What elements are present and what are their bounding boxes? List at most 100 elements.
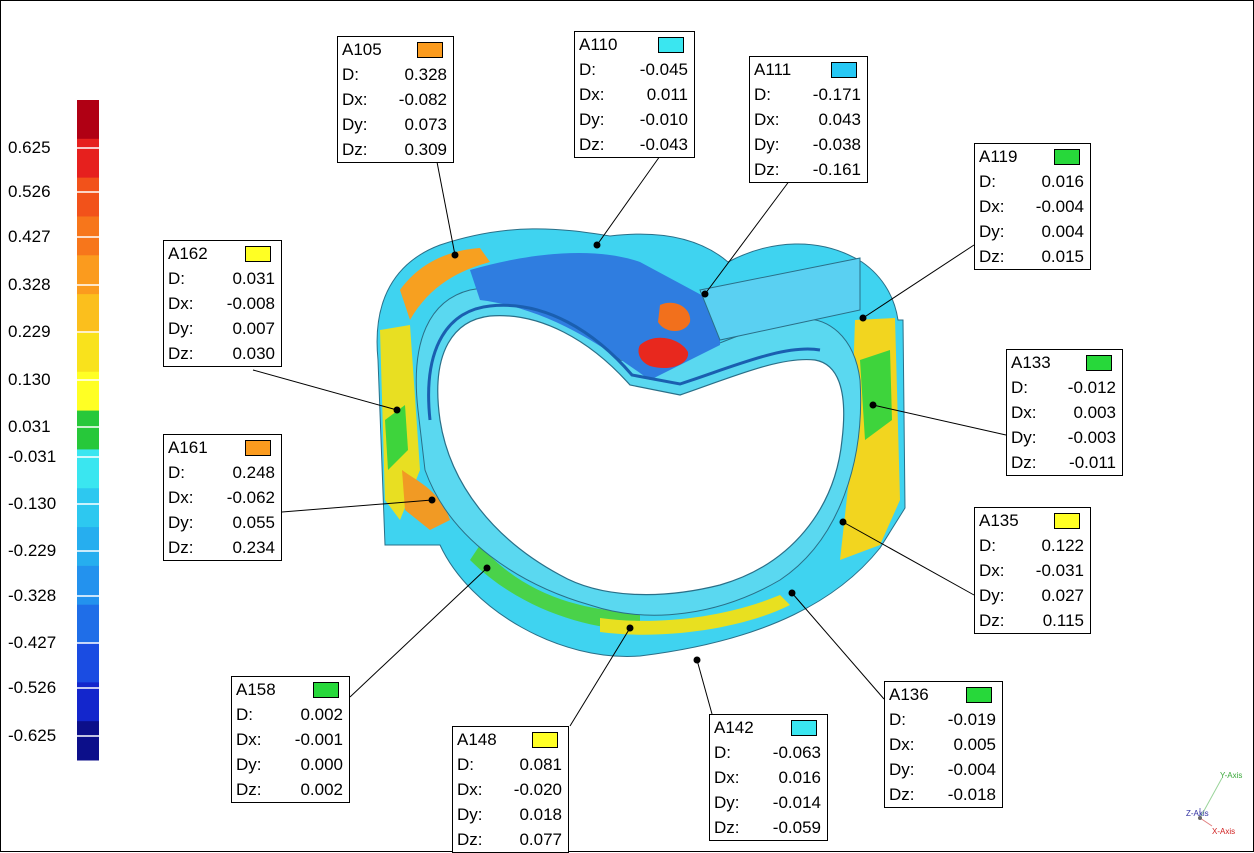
field-label: Dx: [457, 780, 483, 799]
field-label: Dy: [979, 222, 1005, 241]
inner-lip [427, 303, 821, 421]
scale-segment [77, 527, 99, 567]
field-label: Dx: [168, 294, 194, 313]
field-value: -0.059 [772, 818, 821, 837]
field-label: Dy: [714, 793, 740, 812]
annotation-a133[interactable]: A133 D: -0.012 Dx: 0.003 Dy: -0.003 Dz: -0.011 [1006, 349, 1123, 476]
anchor-point [483, 564, 491, 572]
field-value: 0.003 [1073, 403, 1116, 422]
field-label: Dz: [979, 247, 1005, 266]
y-axis-label: Y-Axis [1220, 771, 1242, 780]
field-label: D: [1011, 378, 1028, 397]
scale-segment [77, 565, 99, 606]
leader-line [872, 404, 1007, 436]
scale-label: -0.526 [8, 678, 57, 697]
field-value: 0.005 [953, 735, 996, 754]
bridge-hotspot-red [638, 337, 689, 369]
scale-segment [77, 449, 99, 489]
scale-segment [77, 488, 99, 528]
annotation-header: A110 [579, 33, 688, 57]
annotation-a105[interactable]: A105 D: 0.328 Dx: -0.082 Dy: 0.073 Dz: 0.309 [337, 36, 454, 163]
color-swatch [245, 246, 271, 262]
deviation-row-dz: Dz: 0.115 [979, 608, 1084, 633]
annotation-id: A158 [236, 680, 276, 699]
deviation-row-dx: Dx: 0.043 [754, 107, 861, 132]
annotation-a148[interactable]: A148 D: 0.081 Dx: -0.020 Dy: 0.018 Dz: 0.077 [452, 726, 569, 853]
anchor-point [788, 589, 796, 597]
field-value: 0.055 [232, 513, 275, 532]
field-label: Dz: [754, 160, 780, 179]
annotation-a162[interactable]: A162 D: 0.031 Dx: -0.008 Dy: 0.007 Dz: 0.030 [163, 240, 282, 367]
scale-segment [77, 100, 99, 140]
annotation-a158[interactable]: A158 D: 0.002 Dx: -0.001 Dy: 0.000 Dz: 0.002 [231, 676, 350, 803]
anchor-point [859, 314, 867, 322]
color-swatch [966, 687, 992, 703]
field-value: -0.063 [772, 743, 821, 762]
deviation-row-dx: Dx: 0.011 [579, 82, 688, 107]
annotation-a136[interactable]: A136 D: -0.019 Dx: 0.005 Dy: -0.004 Dz: -0.018 [884, 681, 1003, 808]
annotation-a119[interactable]: A119 D: 0.016 Dx: -0.004 Dy: 0.004 Dz: 0.015 [974, 143, 1091, 270]
annotation-a110[interactable]: A110 D: -0.045 Dx: 0.011 Dy: -0.010 Dz: -0.043 [574, 31, 695, 158]
deviation-row-dx: Dx: -0.004 [979, 194, 1084, 219]
field-value: 0.016 [778, 768, 821, 787]
deviation-row-dx: Dx: 0.016 [714, 765, 821, 790]
leader-lines [252, 155, 1007, 727]
scale-label: -0.427 [8, 633, 57, 652]
anchor-point [451, 251, 459, 259]
annotation-a161[interactable]: A161 D: 0.248 Dx: -0.062 Dy: 0.055 Dz: 0.234 [163, 434, 282, 561]
field-value: 0.030 [232, 344, 275, 363]
deviation-row-dx: Dx: 0.005 [889, 732, 996, 757]
deviation-row-d: D: -0.019 [889, 707, 996, 732]
scale-segment [77, 682, 99, 722]
leader-line [791, 592, 885, 700]
field-value: 0.011 [646, 85, 688, 104]
color-scale-bar [70, 100, 99, 761]
field-value: -0.008 [226, 294, 275, 313]
field-label: D: [979, 172, 996, 191]
deviation-row-dz: Dz: 0.015 [979, 244, 1084, 269]
annotation-a135[interactable]: A135 D: 0.122 Dx: -0.031 Dy: 0.027 Dz: 0.115 [974, 507, 1091, 634]
field-label: Dx: [754, 110, 780, 129]
field-value: -0.004 [947, 760, 996, 779]
deviation-row-dz: Dz: 0.309 [342, 137, 447, 162]
field-label: Dz: [457, 830, 483, 849]
field-label: D: [579, 60, 596, 79]
field-value: 0.018 [519, 805, 562, 824]
deviation-row-dy: Dy: 0.073 [342, 112, 447, 137]
field-value: -0.161 [812, 160, 861, 179]
deviation-row-d: D: 0.002 [236, 702, 343, 727]
deviation-row-dx: Dx: -0.020 [457, 777, 562, 802]
annotation-id: A162 [168, 244, 208, 263]
scale-label: 0.526 [8, 182, 51, 201]
leader-line [596, 155, 661, 246]
anchor-point [428, 496, 436, 504]
scale-segment [77, 138, 99, 179]
annotation-id: A136 [889, 685, 929, 704]
deviation-row-dx: Dx: 0.003 [1011, 400, 1116, 425]
annotation-a142[interactable]: A142 D: -0.063 Dx: 0.016 Dy: -0.014 Dz: -0.059 [709, 714, 828, 841]
field-value: -0.011 [1069, 453, 1116, 472]
field-value: 0.031 [232, 269, 275, 288]
deviation-row-dy: Dy: 0.000 [236, 752, 343, 777]
deviation-row-dz: Dz: 0.234 [168, 535, 275, 560]
deviation-row-dy: Dy: -0.038 [754, 132, 861, 157]
scale-segment [77, 255, 99, 295]
field-value: 0.328 [404, 65, 447, 84]
field-label: Dy: [342, 115, 368, 134]
scale-label: 0.229 [8, 322, 51, 341]
field-label: Dx: [889, 735, 915, 754]
color-swatch [313, 682, 339, 698]
color-swatch [245, 440, 271, 456]
part-model[interactable] [376, 228, 906, 657]
field-value: -0.045 [639, 60, 688, 79]
anchor-point [693, 656, 701, 664]
annotation-a111[interactable]: A111 D: -0.171 Dx: 0.043 Dy: -0.038 Dz: -0.161 [749, 56, 868, 183]
anchor-point [626, 624, 634, 632]
scale-label: 0.625 [8, 138, 51, 157]
field-label: Dx: [714, 768, 740, 787]
field-value: -0.043 [639, 135, 688, 154]
field-label: Dy: [754, 135, 780, 154]
anchor-point [593, 241, 601, 249]
